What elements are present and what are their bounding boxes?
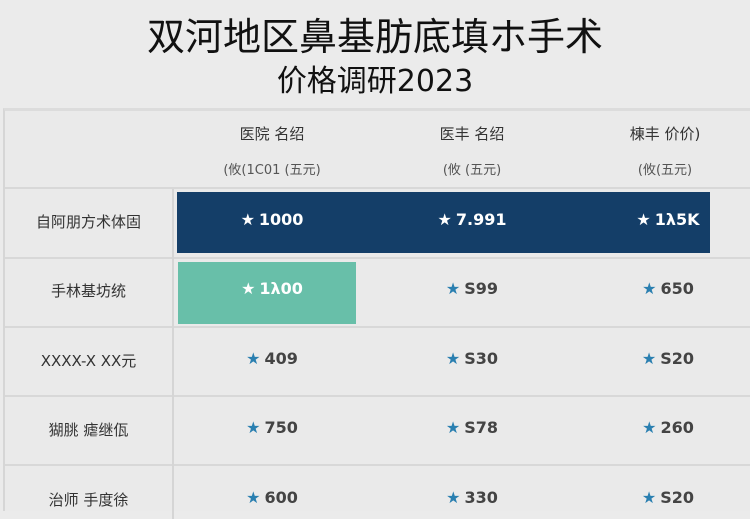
price-cell: ★ S78 xyxy=(372,418,572,437)
price-value: S99 xyxy=(464,279,499,298)
price-cell: ★ 260 xyxy=(568,418,750,437)
star-icon: ★ xyxy=(246,488,261,507)
column-header: 棟丰 价价) xyxy=(629,125,701,143)
star-icon: ★ xyxy=(642,279,657,298)
star-icon: ★ xyxy=(636,210,651,229)
divider xyxy=(5,464,750,466)
price-value: S20 xyxy=(660,349,695,368)
divider xyxy=(5,395,750,397)
price-cell: ★ 409 xyxy=(172,349,372,368)
price-value: 600 xyxy=(264,488,298,507)
star-icon: ★ xyxy=(446,488,461,507)
divider xyxy=(5,187,750,189)
price-value: 7.991 xyxy=(455,210,507,229)
price-cell: ★ 650 xyxy=(568,279,750,298)
divider xyxy=(5,326,750,328)
price-value: 1λ00 xyxy=(259,279,303,298)
price-cell: ★ S99 xyxy=(372,279,572,298)
star-icon: ★ xyxy=(246,349,261,368)
price-value: 1λ5K xyxy=(654,210,700,229)
divider xyxy=(5,257,750,259)
star-icon: ★ xyxy=(240,210,255,229)
row-label: XXXX-X XX元 xyxy=(40,352,137,370)
price-value: S78 xyxy=(464,418,499,437)
price-cell: ★ S20 xyxy=(568,488,750,507)
price-cell: ★ S20 xyxy=(568,349,750,368)
page-title-line1: 双河地区鼻基肪底填ホ手术 xyxy=(146,15,603,59)
star-icon: ★ xyxy=(641,349,657,368)
column-header: 医院 名绍 xyxy=(239,125,305,143)
star-icon: ★ xyxy=(642,418,657,437)
price-cell: ★ 330 xyxy=(372,488,572,507)
divider xyxy=(172,189,174,519)
price-value: 650 xyxy=(660,279,694,298)
star-icon: ★ xyxy=(445,349,461,368)
price-value: 750 xyxy=(264,418,298,437)
price-value: 260 xyxy=(660,418,694,437)
column-header: 医丰 名绍 xyxy=(439,125,505,143)
price-cell: ★ 1000 xyxy=(172,210,372,229)
star-icon: ★ xyxy=(445,279,461,298)
price-value: S30 xyxy=(464,349,499,368)
column-subheader: (攸(五元) xyxy=(637,163,693,178)
price-value: 409 xyxy=(264,349,298,368)
price-cell: ★ S30 xyxy=(372,349,572,368)
price-value: 330 xyxy=(464,488,498,507)
row-label: 猢朓 瘧继佤 xyxy=(48,421,129,439)
star-icon: ★ xyxy=(241,279,256,298)
price-cell: ★ 1λ5K xyxy=(568,210,750,229)
row-label: 手林基坊统 xyxy=(50,282,126,300)
row-label: 自阿朋方术体固 xyxy=(35,213,141,231)
star-icon: ★ xyxy=(445,418,461,437)
column-subheader: (攸(1C01 (五元) xyxy=(223,163,321,178)
price-table: 医院 名绍 医丰 名绍 棟丰 价价) (攸(1C01 (五元) (攸 (五元) … xyxy=(3,108,750,519)
highlight-row-dark xyxy=(177,192,710,253)
highlight-cell-green xyxy=(178,262,356,324)
star-icon: ★ xyxy=(641,488,657,507)
price-cell: ★ 750 xyxy=(172,418,372,437)
star-icon: ★ xyxy=(437,210,452,229)
page-title-line2: 价格调研2023 xyxy=(276,64,474,99)
price-cell: ★ 1λ00 xyxy=(172,279,372,298)
price-value: S20 xyxy=(660,488,695,507)
column-subheader: (攸 (五元) xyxy=(442,163,502,178)
price-cell: ★ 600 xyxy=(172,488,372,507)
price-value: 1000 xyxy=(258,210,304,229)
star-icon: ★ xyxy=(246,418,261,437)
price-cell: ★ 7.991 xyxy=(372,210,572,229)
